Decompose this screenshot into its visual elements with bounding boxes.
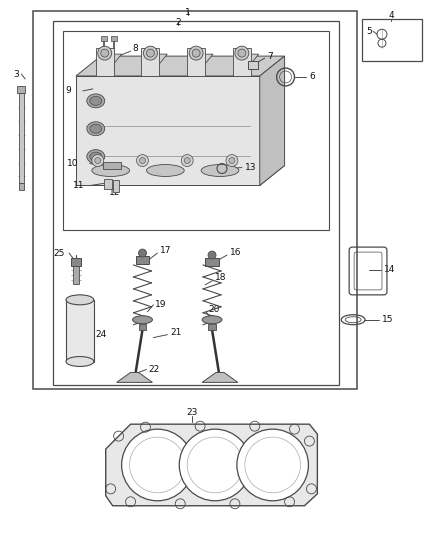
- Circle shape: [226, 155, 238, 166]
- Polygon shape: [187, 54, 213, 76]
- Text: 12: 12: [109, 188, 120, 197]
- Text: 1: 1: [185, 9, 191, 18]
- Text: 14: 14: [384, 265, 396, 274]
- Polygon shape: [141, 54, 167, 76]
- Text: 17: 17: [160, 246, 172, 255]
- Bar: [19, 93, 24, 183]
- Ellipse shape: [90, 124, 102, 133]
- Bar: [138, 324, 146, 330]
- Circle shape: [208, 251, 216, 259]
- Bar: [205, 258, 219, 266]
- Text: 4: 4: [388, 11, 394, 20]
- Bar: [19, 183, 24, 190]
- Polygon shape: [76, 56, 285, 76]
- Ellipse shape: [133, 316, 152, 324]
- Text: 16: 16: [230, 247, 241, 256]
- Ellipse shape: [66, 357, 94, 367]
- Circle shape: [92, 155, 104, 166]
- Bar: [53, 21, 339, 385]
- Polygon shape: [76, 166, 285, 185]
- Circle shape: [138, 249, 146, 257]
- Bar: [103, 161, 120, 168]
- Ellipse shape: [90, 152, 102, 161]
- Polygon shape: [106, 424, 318, 506]
- Circle shape: [189, 46, 203, 60]
- Bar: [66, 300, 94, 361]
- Bar: [73, 266, 79, 284]
- Circle shape: [181, 155, 193, 166]
- Polygon shape: [141, 48, 159, 76]
- Text: 25: 25: [53, 248, 64, 257]
- Bar: [113, 181, 119, 192]
- Polygon shape: [202, 373, 238, 382]
- Text: 5: 5: [366, 27, 372, 36]
- Text: 11: 11: [73, 181, 85, 190]
- Text: 6: 6: [309, 72, 315, 82]
- Text: 21: 21: [170, 328, 182, 337]
- Text: 18: 18: [215, 273, 226, 282]
- Ellipse shape: [201, 165, 239, 176]
- Text: 7: 7: [268, 52, 273, 61]
- Circle shape: [229, 158, 235, 164]
- Circle shape: [235, 46, 249, 60]
- Ellipse shape: [92, 165, 130, 176]
- Bar: [135, 256, 149, 264]
- Ellipse shape: [87, 150, 105, 164]
- Circle shape: [98, 46, 112, 60]
- Bar: [17, 86, 25, 93]
- Bar: [33, 11, 357, 389]
- Circle shape: [101, 49, 109, 57]
- Circle shape: [144, 46, 157, 60]
- Polygon shape: [96, 48, 114, 76]
- Ellipse shape: [146, 165, 184, 176]
- Text: 23: 23: [187, 408, 198, 417]
- Circle shape: [179, 429, 251, 501]
- Bar: [208, 324, 216, 330]
- Circle shape: [192, 49, 200, 57]
- Text: 2: 2: [176, 18, 181, 27]
- Text: 13: 13: [245, 163, 256, 172]
- Bar: [111, 36, 117, 41]
- Text: 3: 3: [13, 69, 19, 78]
- Polygon shape: [117, 373, 152, 382]
- Circle shape: [140, 158, 145, 164]
- Circle shape: [146, 49, 155, 57]
- Ellipse shape: [90, 96, 102, 106]
- Ellipse shape: [87, 94, 105, 108]
- Circle shape: [238, 49, 246, 57]
- Ellipse shape: [66, 295, 94, 305]
- Circle shape: [184, 158, 190, 164]
- Polygon shape: [76, 76, 260, 185]
- Bar: [101, 36, 107, 41]
- Bar: [362, 19, 422, 61]
- Polygon shape: [96, 54, 122, 76]
- Text: 9: 9: [65, 86, 71, 95]
- Text: 19: 19: [155, 300, 167, 309]
- Circle shape: [122, 429, 193, 501]
- Circle shape: [137, 155, 148, 166]
- Bar: [104, 180, 112, 189]
- Polygon shape: [233, 54, 259, 76]
- Text: 22: 22: [148, 365, 160, 374]
- Bar: [248, 61, 258, 69]
- Ellipse shape: [87, 122, 105, 136]
- Circle shape: [95, 158, 101, 164]
- Text: 8: 8: [133, 44, 138, 53]
- Text: 20: 20: [208, 305, 219, 314]
- Polygon shape: [233, 48, 251, 76]
- Circle shape: [237, 429, 308, 501]
- Bar: [63, 31, 329, 230]
- Text: 10: 10: [67, 159, 78, 168]
- Polygon shape: [187, 48, 205, 76]
- Bar: [71, 258, 81, 266]
- Ellipse shape: [202, 316, 222, 324]
- Text: 15: 15: [382, 315, 393, 324]
- Text: 24: 24: [96, 330, 107, 339]
- Polygon shape: [260, 56, 285, 185]
